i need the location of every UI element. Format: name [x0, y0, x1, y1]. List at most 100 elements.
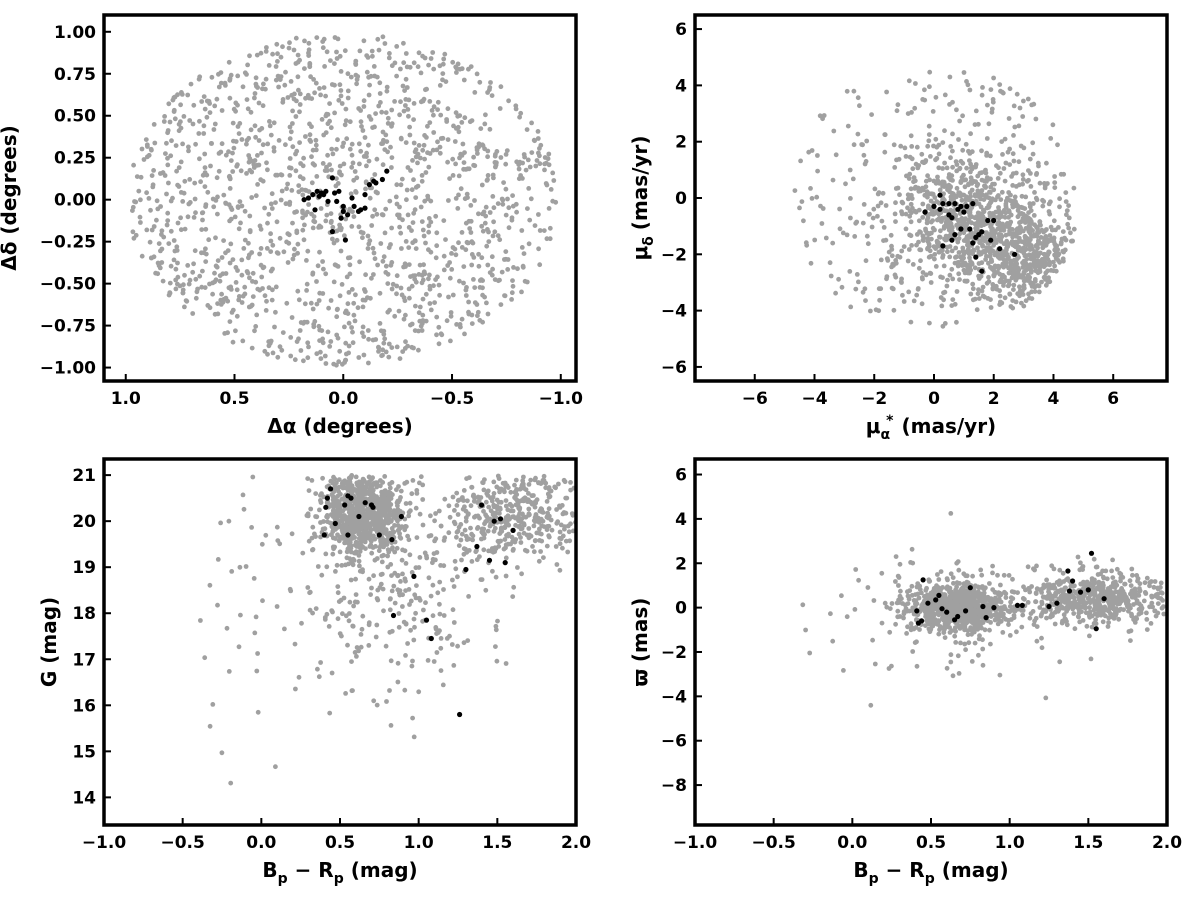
field-star-point — [949, 173, 955, 179]
field-star-point — [431, 551, 437, 556]
y-tick-label: 2 — [675, 133, 687, 153]
field-star-point — [186, 144, 191, 150]
field-star-point — [942, 128, 947, 134]
field-star-point — [377, 585, 383, 590]
field-star-point — [428, 56, 434, 61]
field-star-point — [566, 529, 572, 535]
field-star-point — [215, 557, 221, 562]
field-star-point — [465, 195, 470, 201]
field-star-point — [481, 508, 486, 514]
field-star-point — [166, 241, 172, 247]
field-star-point — [335, 590, 341, 596]
field-star-point — [480, 228, 486, 234]
field-star-point — [237, 564, 243, 570]
field-star-point — [1045, 279, 1051, 285]
field-star-point — [378, 100, 383, 105]
member-star-point — [985, 217, 991, 224]
field-star-point — [328, 58, 333, 63]
field-star-point — [237, 199, 243, 205]
field-star-point — [149, 173, 155, 179]
field-star-point — [449, 642, 455, 647]
field-star-point — [519, 228, 525, 233]
field-star-point — [438, 668, 444, 673]
field-star-point — [893, 579, 898, 584]
x-tick-label: 0.0 — [246, 833, 276, 853]
field-star-point — [854, 272, 860, 277]
field-star-point — [868, 308, 873, 314]
field-star-point — [384, 88, 390, 94]
x-tick-label: 4 — [1048, 389, 1060, 409]
field-star-point — [274, 524, 280, 530]
field-star-point — [405, 343, 410, 349]
field-star-point — [536, 212, 541, 217]
field-star-point — [939, 303, 945, 309]
field-star-point — [356, 141, 362, 147]
field-star-point — [521, 152, 527, 157]
field-star-point — [444, 318, 450, 324]
field-star-point — [356, 355, 362, 360]
member-star-point — [479, 502, 485, 508]
field-star-point — [421, 142, 427, 148]
field-star-point — [287, 124, 293, 130]
field-star-point — [491, 219, 496, 225]
field-star-point — [987, 248, 993, 254]
field-star-point — [515, 498, 521, 504]
field-star-point — [209, 74, 215, 80]
field-star-point — [526, 491, 531, 496]
field-star-point — [378, 508, 384, 514]
field-star-point — [1036, 289, 1042, 295]
field-star-point — [214, 175, 220, 181]
field-star-point — [493, 623, 499, 629]
field-star-point — [391, 510, 397, 515]
field-star-point — [954, 254, 959, 260]
field-star-point — [864, 233, 870, 239]
field-star-point — [900, 292, 905, 298]
field-star-point — [472, 90, 478, 95]
field-star-point — [260, 142, 266, 148]
field-star-point — [416, 689, 422, 695]
field-star-point — [454, 322, 459, 327]
field-star-point — [322, 615, 328, 620]
field-star-point — [379, 353, 384, 359]
field-star-point — [293, 151, 298, 157]
field-star-point — [950, 192, 956, 198]
field-star-point — [269, 297, 275, 303]
field-star-point — [409, 187, 415, 193]
x-tick-label: 1.0 — [404, 833, 434, 853]
field-star-point — [955, 653, 961, 659]
member-star-point — [991, 217, 997, 224]
field-star-point — [1040, 203, 1046, 209]
field-star-point — [361, 352, 367, 358]
sky-position-panel: 1.0 0.5 0.0 −0.5 −1.0−1.00−0.75−0.50−0.250.0… — [0, 13, 583, 438]
member-star-point — [502, 560, 508, 566]
field-star-point — [340, 508, 346, 514]
field-star-point — [960, 220, 965, 226]
field-star-point — [1011, 287, 1016, 292]
field-star-point — [273, 764, 278, 770]
field-star-point — [804, 242, 810, 248]
field-star-point — [346, 320, 352, 326]
field-star-point — [335, 181, 341, 186]
field-star-point — [394, 273, 400, 279]
field-star-point — [293, 35, 299, 41]
field-star-point — [1016, 255, 1021, 260]
field-star-point — [1010, 272, 1016, 278]
field-star-point — [538, 549, 543, 554]
field-star-point — [1025, 278, 1030, 283]
field-star-point — [1007, 291, 1013, 297]
field-star-point — [482, 531, 487, 537]
member-star-point — [949, 237, 955, 243]
field-star-point — [407, 132, 413, 138]
field-star-point — [468, 503, 474, 509]
field-star-point — [367, 82, 372, 88]
field-star-point — [992, 271, 997, 277]
field-star-point — [366, 360, 371, 366]
field-star-point — [1046, 261, 1051, 267]
field-star-point — [544, 514, 550, 520]
member-star-point — [321, 532, 327, 538]
field-star-point — [988, 199, 994, 205]
field-star-point — [950, 178, 955, 183]
field-star-point — [975, 181, 981, 187]
field-star-point — [968, 259, 973, 264]
